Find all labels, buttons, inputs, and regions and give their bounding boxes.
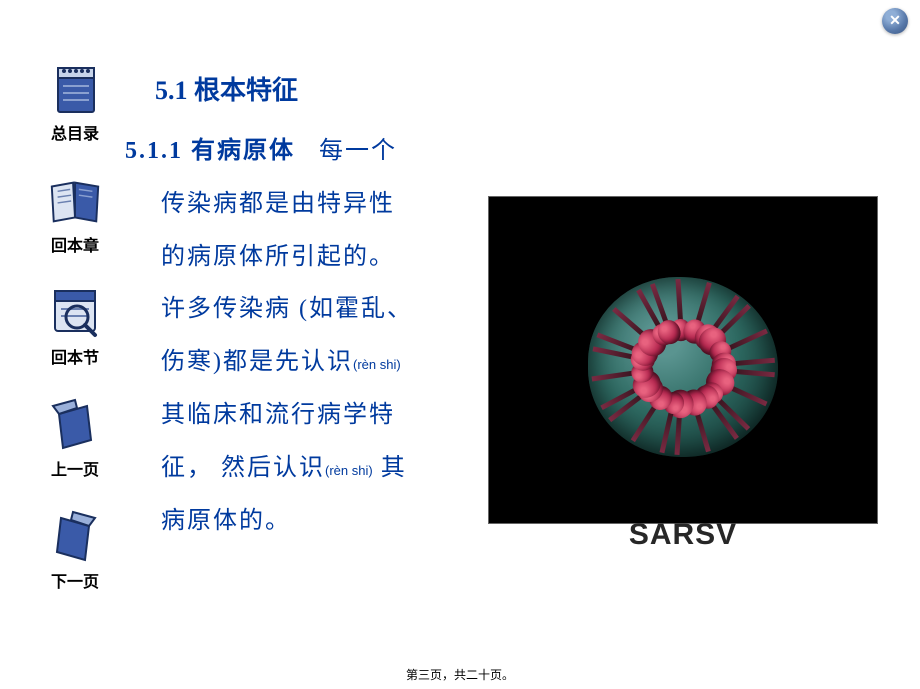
notepad-icon (46, 60, 104, 118)
nav-toc[interactable]: 总目录 (46, 60, 104, 144)
nav-next[interactable]: 下一页 (46, 508, 104, 592)
text-line: 许多传染病 (如霍乱、 (161, 283, 413, 336)
content-area: 5.1 根本特征 5.1.1 有病原体 每一个 传染病都是由特异性 的病原体所引… (125, 70, 465, 547)
nav-label: 上一页 (51, 456, 99, 480)
image-caption: SARSV (488, 518, 878, 552)
page-next-icon (46, 508, 104, 566)
text-line: 传染病都是由特异性 (161, 178, 395, 231)
nav-section[interactable]: 回本节 (46, 284, 104, 368)
text-line: 征， 然后认识(rèn shi) 其 (161, 442, 407, 495)
page-prev-icon (46, 396, 104, 454)
pinyin: (rèn shi) (353, 357, 401, 372)
nav-chapter[interactable]: 回本章 (46, 172, 104, 256)
nav-label: 回本节 (51, 344, 99, 368)
open-book-icon (46, 172, 104, 230)
subsection-number: 5.1.1 有病原体 (125, 138, 295, 164)
body-text: 5.1.1 有病原体 每一个 传染病都是由特异性 的病原体所引起的。 许多传染病… (125, 125, 465, 547)
virus-image (488, 196, 878, 524)
section-heading: 5.1 根本特征 (155, 70, 465, 107)
text-lead: 每一个 (319, 138, 397, 164)
page-footer: 第三页，共二十页。 (0, 666, 920, 683)
text-line: 的病原体所引起的。 (161, 231, 395, 284)
nav-label: 总目录 (51, 120, 99, 144)
nav-label: 回本章 (51, 232, 99, 256)
text-line: 其临床和流行病学特 (161, 389, 395, 442)
pinyin: (rèn shi) (325, 463, 373, 478)
text-line: 病原体的。 (161, 495, 291, 548)
nav-label: 下一页 (51, 568, 99, 592)
sidebar: 总目录 回本章 回本节 (30, 60, 120, 592)
close-button[interactable]: ✕ (882, 8, 908, 34)
nav-prev[interactable]: 上一页 (46, 396, 104, 480)
text-line: 伤寒)都是先认识(rèn shi) (161, 336, 401, 389)
magnify-page-icon (46, 284, 104, 342)
